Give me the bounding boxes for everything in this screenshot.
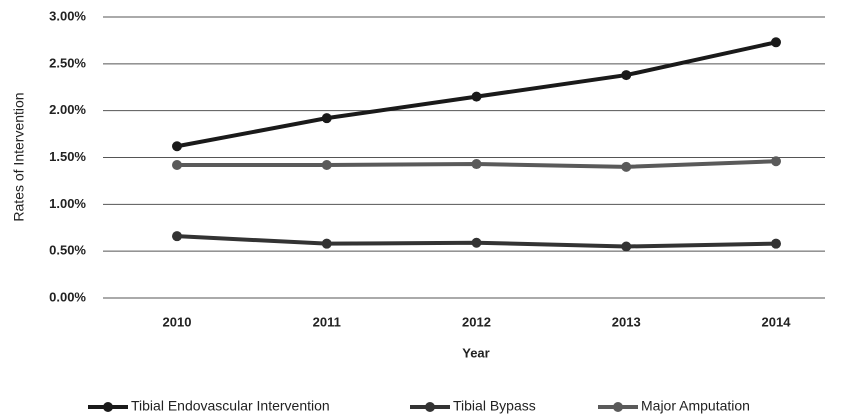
legend-label: Tibial Endovascular Intervention bbox=[131, 398, 330, 414]
data-point bbox=[172, 141, 182, 152]
data-point bbox=[771, 156, 781, 167]
data-point bbox=[172, 159, 182, 170]
x-tick-label: 2014 bbox=[762, 314, 792, 329]
legend-marker bbox=[613, 402, 623, 412]
x-axis-label: Year bbox=[462, 345, 489, 360]
y-tick-label: 0.50% bbox=[49, 243, 86, 258]
y-tick-label: 3.00% bbox=[49, 8, 86, 23]
y-tick-label: 2.00% bbox=[49, 102, 86, 117]
data-point bbox=[621, 241, 632, 252]
y-tick-label: 1.50% bbox=[49, 149, 86, 164]
y-tick-label: 0.00% bbox=[49, 289, 86, 304]
y-axis-label: Rates of Intervention bbox=[11, 92, 27, 221]
data-point bbox=[321, 238, 332, 249]
data-point bbox=[172, 231, 182, 242]
x-tick-label: 2010 bbox=[163, 314, 192, 329]
x-tick-label: 2012 bbox=[462, 314, 491, 329]
legend-marker bbox=[425, 402, 435, 412]
data-point bbox=[771, 238, 781, 249]
x-tick-label: 2013 bbox=[612, 314, 641, 329]
legend-label: Major Amputation bbox=[641, 398, 750, 414]
y-tick-label: 2.50% bbox=[49, 55, 86, 70]
data-point bbox=[621, 70, 632, 81]
legend-label: Tibial Bypass bbox=[453, 398, 536, 414]
data-point bbox=[321, 159, 332, 170]
data-point bbox=[471, 159, 482, 170]
data-point bbox=[321, 113, 332, 124]
y-tick-label: 1.00% bbox=[49, 196, 86, 211]
data-point bbox=[621, 161, 632, 172]
x-tick-label: 2011 bbox=[313, 314, 341, 329]
data-point bbox=[771, 37, 781, 48]
data-point bbox=[471, 91, 482, 102]
data-point bbox=[471, 237, 482, 248]
legend-marker bbox=[103, 402, 113, 412]
